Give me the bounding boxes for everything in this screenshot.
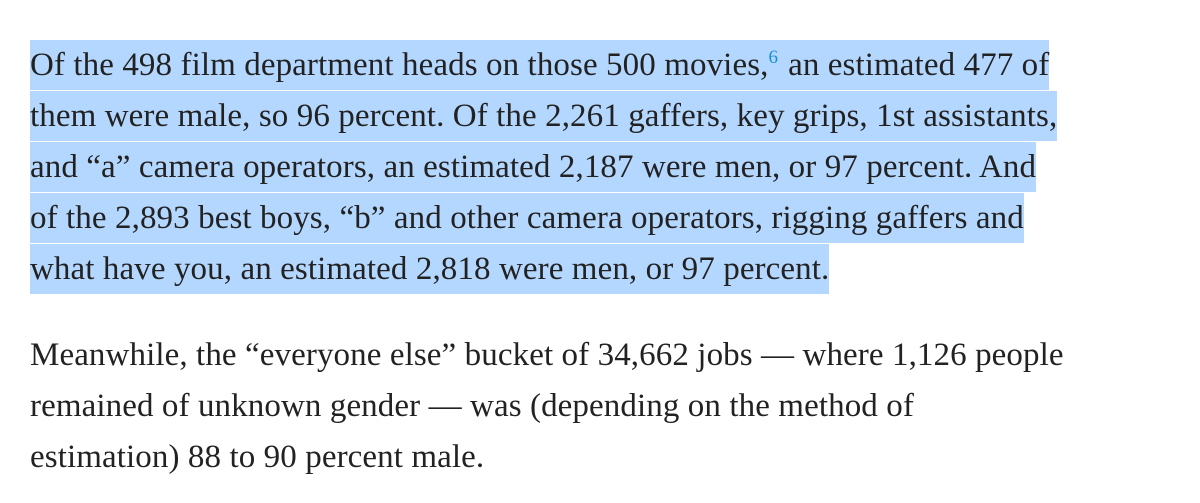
- paragraph-line: of the 2,893 best boys, “b” and other ca…: [30, 193, 1170, 244]
- selected-paragraph: Of the 498 film department heads on thos…: [30, 40, 1170, 295]
- paragraph-line: Of the 498 film department heads on thos…: [30, 40, 1170, 91]
- selected-text: them were male, so 96 percent. Of the 2,…: [30, 91, 1058, 141]
- selected-text: of the 2,893 best boys, “b” and other ca…: [30, 193, 1024, 243]
- paragraph-line: and “a” camera operators, an estimated 2…: [30, 142, 1170, 193]
- line-text: an estimated 477 of: [788, 47, 1050, 83]
- paragraph-line: them were male, so 96 percent. Of the 2,…: [30, 91, 1170, 142]
- selected-text: Of the 498 film department heads on thos…: [30, 40, 1050, 90]
- paragraph-line: remained of unknown gender — was (depend…: [30, 388, 914, 424]
- paragraph-line: Meanwhile, the “everyone else” bucket of…: [30, 337, 1064, 373]
- paragraph-line: what have you, an estimated 2,818 were m…: [30, 244, 1170, 295]
- selected-text: and “a” camera operators, an estimated 2…: [30, 142, 1037, 192]
- selected-text: what have you, an estimated 2,818 were m…: [30, 244, 830, 294]
- body-paragraph: Meanwhile, the “everyone else” bucket of…: [30, 330, 1170, 483]
- footnote-link[interactable]: 6: [768, 47, 779, 68]
- paragraph-line: estimation) 88 to 90 percent male.: [30, 439, 485, 475]
- line-text: Of the 498 film department heads on thos…: [30, 47, 769, 83]
